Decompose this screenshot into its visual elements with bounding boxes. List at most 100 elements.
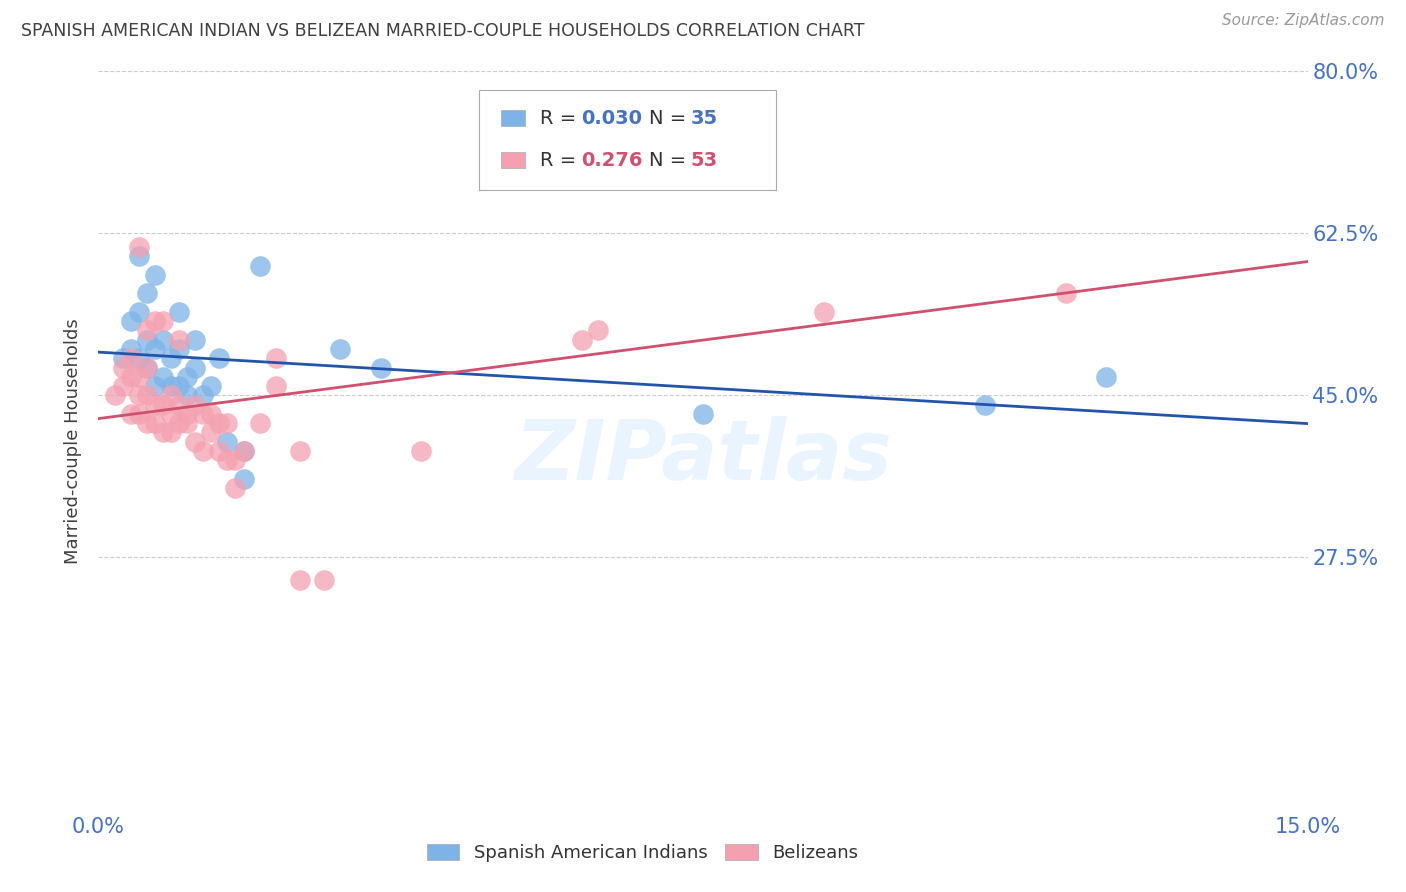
Point <box>193 388 215 402</box>
Point <box>249 416 271 430</box>
Point <box>200 379 222 393</box>
Text: 53: 53 <box>690 151 718 169</box>
Point <box>586 324 609 338</box>
Point <box>160 407 183 421</box>
Point <box>120 407 142 421</box>
Point <box>143 379 166 393</box>
Text: R =: R = <box>540 109 582 128</box>
Point <box>135 360 157 375</box>
Point <box>152 398 174 412</box>
Point <box>176 388 198 402</box>
Point <box>128 407 150 421</box>
Text: 0.276: 0.276 <box>581 151 643 169</box>
Point <box>160 388 183 402</box>
Point <box>208 416 231 430</box>
Point <box>152 314 174 328</box>
Point <box>208 351 231 366</box>
Point <box>152 333 174 347</box>
Text: 0.030: 0.030 <box>581 109 643 128</box>
Text: SPANISH AMERICAN INDIAN VS BELIZEAN MARRIED-COUPLE HOUSEHOLDS CORRELATION CHART: SPANISH AMERICAN INDIAN VS BELIZEAN MARR… <box>21 22 865 40</box>
Point <box>370 360 392 375</box>
Point <box>135 324 157 338</box>
Point <box>160 379 183 393</box>
Point <box>224 453 246 467</box>
Point <box>176 416 198 430</box>
Legend: Spanish American Indians, Belizeans: Spanish American Indians, Belizeans <box>419 837 866 870</box>
Point <box>111 351 134 366</box>
Point <box>135 333 157 347</box>
Point <box>974 398 997 412</box>
Point <box>264 351 287 366</box>
Point <box>143 342 166 356</box>
Text: N =: N = <box>648 109 692 128</box>
Point <box>200 407 222 421</box>
Point <box>167 379 190 393</box>
Y-axis label: Married-couple Households: Married-couple Households <box>65 318 83 565</box>
Point <box>167 398 190 412</box>
Point <box>143 416 166 430</box>
Point <box>128 250 150 264</box>
Point <box>217 416 239 430</box>
Point <box>128 240 150 254</box>
Point <box>692 147 714 161</box>
Point <box>184 333 207 347</box>
Point <box>217 434 239 449</box>
Text: 35: 35 <box>690 109 718 128</box>
Point <box>1095 369 1118 384</box>
Text: Source: ZipAtlas.com: Source: ZipAtlas.com <box>1222 13 1385 29</box>
Point <box>232 443 254 458</box>
Point <box>193 407 215 421</box>
Text: N =: N = <box>648 151 692 169</box>
Point <box>160 351 183 366</box>
Point <box>128 351 150 366</box>
Point <box>103 388 125 402</box>
Point <box>120 351 142 366</box>
Point <box>184 434 207 449</box>
FancyBboxPatch shape <box>501 110 524 126</box>
Point <box>176 369 198 384</box>
Point <box>409 443 432 458</box>
Point <box>167 416 190 430</box>
Point <box>314 574 336 588</box>
Point <box>200 425 222 440</box>
Point <box>224 481 246 495</box>
Point <box>120 369 142 384</box>
Point <box>120 314 142 328</box>
Point <box>167 342 190 356</box>
Point <box>1054 286 1077 301</box>
Point <box>264 379 287 393</box>
Point <box>111 379 134 393</box>
Point <box>184 398 207 412</box>
Point <box>135 286 157 301</box>
Point <box>813 305 835 319</box>
Point <box>232 443 254 458</box>
Point <box>249 259 271 273</box>
Point <box>120 342 142 356</box>
Point <box>232 472 254 486</box>
Point <box>184 360 207 375</box>
Point <box>128 388 150 402</box>
Point <box>143 268 166 282</box>
Point <box>143 314 166 328</box>
Point <box>135 416 157 430</box>
FancyBboxPatch shape <box>479 90 776 190</box>
Point <box>217 453 239 467</box>
Point <box>167 333 190 347</box>
Point <box>288 574 311 588</box>
FancyBboxPatch shape <box>501 152 524 169</box>
Point <box>135 360 157 375</box>
Point <box>135 388 157 402</box>
Point <box>128 305 150 319</box>
Point <box>143 398 166 412</box>
Point <box>111 360 134 375</box>
Text: ZIPatlas: ZIPatlas <box>515 416 891 497</box>
Point <box>329 342 352 356</box>
Point <box>692 407 714 421</box>
Point <box>128 369 150 384</box>
Point <box>571 333 593 347</box>
Point <box>160 425 183 440</box>
Point <box>208 443 231 458</box>
Text: R =: R = <box>540 151 582 169</box>
Point <box>288 443 311 458</box>
Point <box>152 425 174 440</box>
